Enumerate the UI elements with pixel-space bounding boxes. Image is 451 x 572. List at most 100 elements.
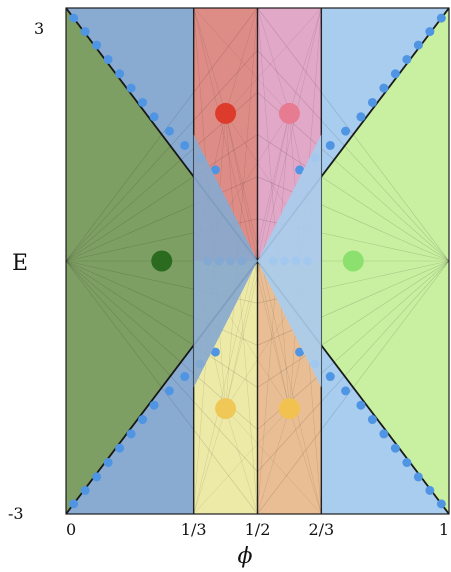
band-line-3-6 — [193, 408, 290, 514]
blue-dot-0 — [69, 13, 79, 23]
band-line-1-2 — [289, 8, 322, 114]
band-line-0-4 — [225, 113, 258, 262]
band-line-3-0 — [193, 8, 290, 409]
blue-dot-32 — [164, 386, 174, 396]
band-line-2-8 — [225, 408, 322, 514]
blue-dot-39 — [402, 458, 412, 468]
blue-dot-14 — [413, 40, 423, 50]
upper-red-dot — [215, 102, 237, 124]
blue-dot-12 — [436, 13, 446, 23]
band-line-0-2 — [225, 8, 322, 114]
central-right-blue-diamond — [257, 134, 322, 388]
blue-dot-35 — [210, 347, 220, 357]
band-line-1-7 — [257, 113, 290, 514]
left-fan-line-1 — [66, 49, 258, 262]
blue-dot-11 — [210, 165, 220, 175]
blue-dot-1 — [80, 27, 90, 37]
right-fan-line-9 — [257, 260, 449, 388]
band-line-1-6 — [193, 113, 290, 514]
right-fan-line-11 — [257, 260, 449, 473]
band-line-3-1 — [257, 8, 290, 409]
blue-dot-5 — [126, 83, 136, 93]
band-line-2-1 — [225, 8, 258, 409]
blue-dot-4 — [115, 69, 125, 79]
blue-dot-41 — [379, 429, 389, 439]
x-axis-tick-2-3: 2/3 — [308, 520, 334, 539]
blue-dot-45 — [325, 372, 335, 382]
y-axis-bottom-tick-label: -3 — [8, 504, 24, 523]
lower-orange-dot — [278, 398, 300, 420]
x-axis-tick-0: 0 — [66, 520, 76, 539]
x-axis-tick-1: 1 — [439, 520, 449, 539]
upper-pink-dot — [278, 102, 300, 124]
blue-dot-42 — [367, 415, 377, 425]
right-fan-line-4 — [257, 176, 449, 262]
blue-dot-9 — [180, 140, 190, 150]
right-fan-line-8 — [257, 260, 449, 346]
blue-dot-40 — [390, 443, 400, 453]
blue-dot-28 — [115, 443, 125, 453]
lower-yellow-dot — [215, 398, 237, 420]
left-green-dot — [151, 250, 173, 272]
blue-dot-25 — [80, 485, 90, 495]
band-line-2-2 — [225, 8, 322, 409]
band-line-1-1 — [257, 8, 290, 114]
blue-dot-38 — [413, 472, 423, 482]
blue-dot-16 — [390, 69, 400, 79]
left-fan-line-9 — [66, 260, 258, 388]
blue-dot-23 — [295, 165, 305, 175]
blue-dot-8 — [164, 126, 174, 136]
blue-dot-30 — [138, 415, 148, 425]
blue-dot-18 — [367, 97, 377, 107]
left-fan-line-8 — [66, 260, 258, 346]
blue-dot-24 — [69, 499, 79, 509]
x-axis-tick-1-2: 1/2 — [245, 520, 271, 539]
x-axis-tick-1-3: 1/3 — [181, 520, 207, 539]
blue-dot-27 — [103, 458, 113, 468]
blue-dot-47 — [295, 347, 305, 357]
blue-dot-33 — [180, 372, 190, 382]
blue-dot-44 — [341, 386, 351, 396]
left-fan-line-11 — [66, 260, 258, 473]
central-left-blue-diamond — [193, 134, 258, 388]
blue-dot-29 — [126, 429, 136, 439]
band-line-2-6 — [193, 408, 226, 514]
blue-dot-21 — [325, 140, 335, 150]
band-line-1-4 — [257, 113, 290, 262]
band-line-3-4 — [257, 260, 290, 409]
blue-dot-2 — [92, 40, 102, 50]
main-marker-series — [151, 102, 364, 420]
left-fan-line-3 — [66, 134, 258, 262]
right-green-dot — [342, 250, 364, 272]
right-fan-line-1 — [257, 49, 449, 262]
band-line-2-4 — [225, 260, 258, 409]
right-fan-line-3 — [257, 134, 449, 262]
band-line-0-0 — [193, 8, 226, 114]
left-fan-line-4 — [66, 176, 258, 262]
blue-dot-13 — [425, 27, 435, 37]
band-line-2-7 — [225, 408, 258, 514]
y-axis-top-tick-label: 3 — [34, 19, 44, 38]
blue-dot-17 — [379, 83, 389, 93]
blue-dot-31 — [149, 400, 159, 410]
band-line-1-0 — [193, 8, 290, 114]
blue-dot-19 — [356, 112, 366, 122]
band-line-3-7 — [257, 408, 290, 514]
band-line-0-1 — [225, 8, 258, 114]
blue-dot-37 — [425, 485, 435, 495]
blue-dot-15 — [402, 54, 412, 64]
band-line-0-8 — [225, 113, 322, 514]
blue-dot-43 — [356, 400, 366, 410]
x-axis-label: ϕ — [238, 544, 253, 569]
band-line-3-8 — [289, 408, 322, 514]
y-axis-label: E — [12, 251, 28, 276]
blue-dot-3 — [103, 54, 113, 64]
blue-dot-7 — [149, 112, 159, 122]
blue-dot-20 — [341, 126, 351, 136]
blue-dot-6 — [138, 97, 148, 107]
plot-frame — [65, 7, 450, 515]
blue-dot-26 — [92, 472, 102, 482]
band-line-0-7 — [225, 113, 258, 514]
